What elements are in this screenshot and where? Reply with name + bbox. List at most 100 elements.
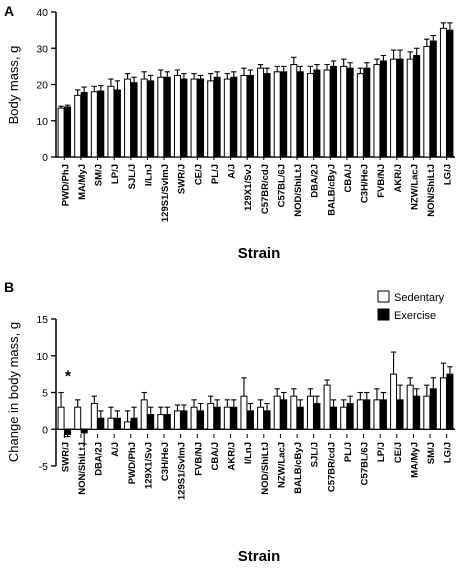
bar-sedentary — [240, 395, 248, 430]
y-tick-label: 10 — [36, 116, 48, 128]
category-label: I/LnJ — [143, 164, 154, 186]
bar-exercise — [379, 399, 387, 430]
y-tick-label: -5 — [39, 461, 48, 473]
y-tick-label: 30 — [36, 43, 48, 55]
bar-sedentary — [107, 417, 115, 430]
category-label: SM/J — [426, 442, 437, 464]
bar-exercise — [180, 78, 188, 158]
y-tick-label: 0 — [42, 152, 48, 164]
bar-exercise — [313, 69, 321, 158]
bar-sedentary — [257, 406, 265, 430]
category-label: SJL/J — [310, 442, 321, 467]
bar-exercise — [379, 60, 387, 158]
bar-exercise — [413, 55, 421, 158]
bar-sedentary — [273, 395, 281, 430]
bar-exercise — [213, 76, 221, 158]
category-label: FVB/NJ — [193, 442, 204, 476]
category-label: CE/J — [193, 164, 204, 185]
category-label: C3H/HeJ — [160, 442, 171, 481]
bar-sedentary — [423, 395, 431, 430]
category-label: C57BL/6J — [360, 442, 371, 485]
bar-exercise — [330, 406, 338, 430]
bar-sedentary — [74, 94, 82, 158]
bar-exercise — [313, 403, 321, 430]
bar-sedentary — [90, 91, 98, 158]
category-label: LP/J — [110, 164, 121, 184]
category-label: MA/MyJ — [77, 164, 88, 200]
bar-sedentary — [257, 67, 265, 158]
bar-exercise — [113, 417, 121, 430]
category-label: LG/J — [443, 164, 454, 185]
bar-exercise — [197, 410, 205, 430]
bar-sedentary — [373, 64, 381, 158]
category-label: SWR/J — [177, 164, 188, 194]
bar-exercise — [80, 91, 88, 158]
bar-sedentary — [140, 78, 148, 158]
y-tick-label: 20 — [36, 80, 48, 92]
bar-exercise — [97, 90, 105, 158]
bar-sedentary — [356, 399, 364, 430]
bar-sedentary — [406, 384, 414, 430]
bar-sedentary — [390, 58, 398, 158]
bar-exercise — [296, 406, 304, 430]
category-label: C57BL/6J — [276, 164, 287, 207]
category-label: A/J — [227, 164, 238, 179]
bar-exercise — [446, 373, 454, 430]
category-label: DBA/2J — [310, 164, 321, 198]
category-label: 129X1/SvJ — [143, 442, 154, 489]
x-axis-title: Strain — [238, 245, 281, 262]
category-label: LG/J — [443, 442, 454, 463]
legend-swatch — [377, 290, 390, 303]
bar-sedentary — [306, 73, 314, 158]
category-label: PWD/PhJ — [60, 164, 71, 206]
panel-letter: B — [4, 279, 14, 295]
bar-sedentary — [290, 395, 298, 430]
bar-sedentary — [356, 73, 364, 158]
category-label: SWR/J — [60, 442, 71, 472]
bar-exercise — [197, 78, 205, 158]
bar-sedentary — [207, 80, 215, 158]
panel-a: A Body mass, g 0 10 20 30 40 PWD/PhJ MA/MyJ SM/J L… — [4, 3, 455, 262]
bar-exercise — [163, 76, 171, 158]
category-label: C57BR/cdJ — [260, 164, 271, 214]
bar-sedentary — [439, 27, 447, 158]
bar-exercise — [396, 399, 404, 430]
bar-exercise — [363, 67, 371, 158]
bar-exercise — [80, 428, 88, 434]
bar-sedentary — [57, 406, 65, 430]
bar-exercise — [246, 410, 254, 430]
bar-exercise — [280, 71, 288, 158]
bar-exercise — [64, 428, 72, 435]
bar-exercise — [163, 414, 171, 430]
category-label: PL/J — [210, 164, 221, 184]
bar-exercise — [346, 67, 354, 158]
bar-exercise — [263, 73, 271, 158]
bar-sedentary — [223, 78, 231, 158]
category-label: 129S1/SvImJ — [177, 442, 188, 500]
bar-exercise — [263, 410, 271, 430]
category-label: NZW/LacJ — [409, 164, 420, 210]
x-axis-title: Strain — [238, 548, 281, 565]
category-label: NOD/ShiLtJ — [260, 442, 271, 495]
bar-sedentary — [323, 69, 331, 158]
bar-exercise — [230, 76, 238, 158]
bar-sedentary — [439, 377, 447, 430]
bar-sedentary — [140, 399, 148, 430]
bar-exercise — [64, 106, 72, 158]
category-label: C3H/HeJ — [360, 164, 371, 203]
bar-sedentary — [157, 414, 165, 430]
bar-sedentary — [90, 403, 98, 430]
category-label: 129X1/SvJ — [243, 164, 254, 211]
category-label: BALB/cByJ — [326, 164, 337, 216]
category-label: I/LnJ — [243, 442, 254, 464]
bar-sedentary — [423, 45, 431, 158]
category-label: LP/J — [376, 442, 387, 462]
category-label: NZW/LacJ — [276, 442, 287, 488]
significance-marker: * — [65, 368, 72, 385]
category-label: SM/J — [94, 164, 105, 186]
bar-exercise — [213, 406, 221, 430]
bar-exercise — [296, 71, 304, 158]
bar-exercise — [446, 29, 454, 158]
category-label: MA/MyJ — [409, 442, 420, 478]
